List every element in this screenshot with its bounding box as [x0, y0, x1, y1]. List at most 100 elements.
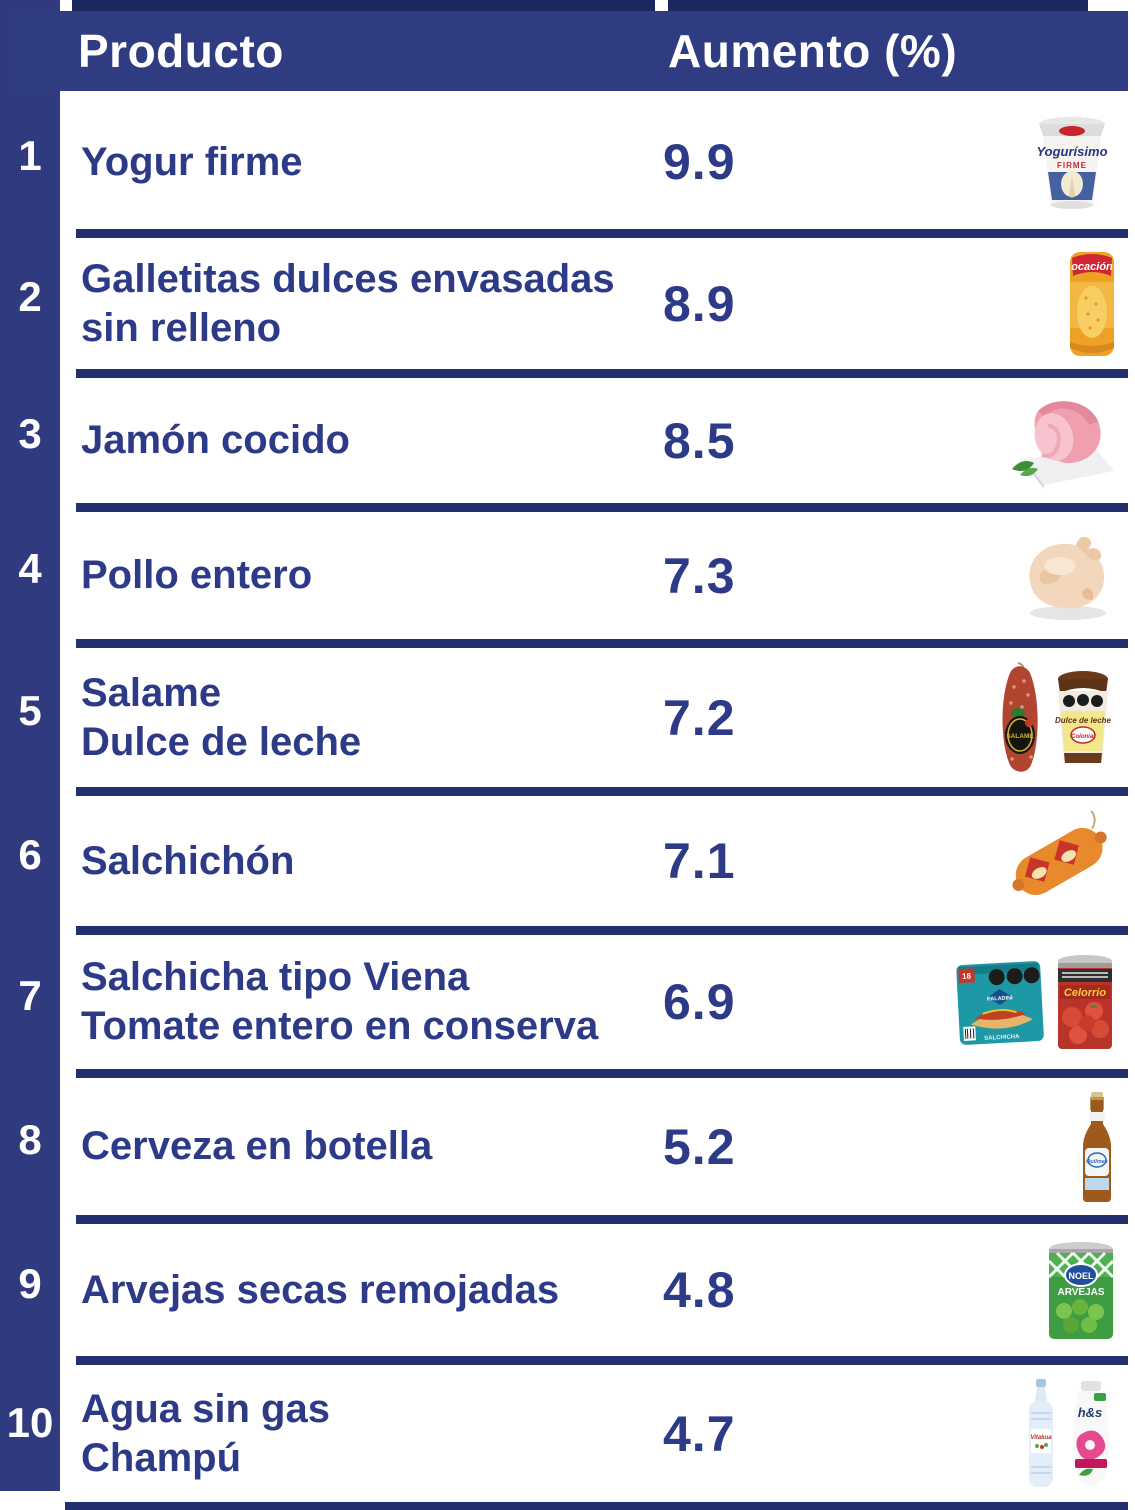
product-images: Quilmes	[1078, 1078, 1116, 1215]
increase-value: 4.7	[663, 1405, 736, 1462]
tomato-can-image: Celorrio	[1058, 955, 1112, 1049]
rank-number: 2	[18, 273, 42, 320]
product-images: ocación	[1068, 238, 1116, 369]
product-name-line: Yogur firme	[81, 139, 303, 184]
product-name-cell: Cerveza en botella	[81, 1078, 666, 1215]
product-name-cell: Salame Dulce de leche	[81, 648, 666, 787]
rank-sidebar: 1 2 3 4 5 6 7 8 9 10	[0, 0, 60, 1491]
product-name-cell: Galletitas dulces envasadas sin relleno	[81, 238, 666, 369]
rank-number: 7	[18, 971, 42, 1019]
product-name-cell: Pollo entero	[81, 512, 666, 639]
product-name-cell: Arvejas secas remojadas	[81, 1224, 666, 1356]
rank-number: 3	[18, 410, 42, 457]
bottom-border-bar	[65, 1502, 1128, 1510]
svg-text:ARVEJAS: ARVEJAS	[1057, 1287, 1104, 1298]
svg-text:h&s: h&s	[1078, 1405, 1103, 1420]
product-name-line: Salchicha tipo Viena	[81, 955, 470, 999]
yogurt-cup-image: Yogurísimo FIRME	[1036, 117, 1108, 209]
product-images	[1016, 512, 1116, 639]
svg-text:Vitakua: Vitakua	[1030, 1435, 1052, 1441]
salchichon-roll-image	[1012, 811, 1107, 895]
vienna-sausage-pack-image: 18 PALADINI SALCHICHA	[956, 961, 1044, 1045]
increase-value: 7.3	[663, 547, 736, 604]
product-images: Yogurísimo FIRME	[1028, 95, 1116, 229]
product-name-cell: Agua sin gas Champú	[81, 1365, 666, 1502]
table-header-band	[8, 11, 1128, 91]
product-name-line: Pollo entero	[81, 553, 313, 597]
increase-value: 7.2	[663, 689, 736, 746]
product-name-line: Salchichón	[81, 838, 295, 883]
product-name-line: Tomate entero en conserva	[81, 1004, 599, 1048]
svg-text:FIRME: FIRME	[1057, 161, 1087, 170]
header-producto: Producto	[78, 25, 284, 77]
table-row: Yogur firme 9.9 Yogurísimo FIRME	[76, 95, 1128, 238]
water-bottle-image: Vitakua	[1029, 1378, 1053, 1487]
product-name-line: Jamón cocido	[81, 418, 350, 462]
svg-text:ocación: ocación	[1071, 261, 1113, 273]
increase-value: 9.9	[663, 134, 736, 190]
table-row: Arvejas secas remojadas 4.8 NOEL ARVEJAS	[76, 1224, 1128, 1365]
svg-text:Quilmes: Quilmes	[1086, 1159, 1108, 1165]
shampoo-bottle-image: h&s	[1073, 1380, 1109, 1485]
product-name-line: Arvejas secas remojadas	[81, 1267, 560, 1312]
product-name-line: Cerveza en botella	[81, 1124, 433, 1168]
increase-value: 8.9	[663, 275, 736, 332]
product-images: 18 PALADINI SALCHICHA	[954, 935, 1116, 1069]
rank-number: 10	[6, 1398, 54, 1446]
increase-value: 6.9	[663, 974, 736, 1030]
increase-value: 8.5	[663, 412, 736, 469]
product-name-line: Dulce de leche	[81, 719, 362, 764]
product-name-cell: Salchicha tipo Viena Tomate entero en co…	[81, 935, 666, 1069]
svg-text:Yogurísimo: Yogurísimo	[1036, 144, 1107, 159]
svg-text:SALCHICHA: SALCHICHA	[984, 1034, 1020, 1042]
rank-number: 6	[18, 830, 42, 878]
svg-text:NOEL: NOEL	[1068, 1271, 1094, 1281]
product-images	[1004, 378, 1116, 503]
ham-image	[1012, 400, 1114, 489]
rank-number: 8	[18, 1116, 42, 1163]
peas-can-image: NOEL ARVEJAS	[1047, 1242, 1115, 1339]
header-top-border-product	[72, 0, 655, 11]
increase-value: 7.1	[663, 833, 736, 889]
rank-number: 9	[18, 1259, 42, 1307]
svg-text:Dulce de leche: Dulce de leche	[1055, 716, 1112, 725]
increase-value: 4.8	[663, 1262, 736, 1318]
table-row: Salchichón 7.1	[76, 796, 1128, 935]
product-name-line: Galletitas dulces envasadas	[81, 256, 615, 301]
table-row: Cerveza en botella 5.2 Quilmes	[76, 1078, 1128, 1224]
table-row: Galletitas dulces envasadas sin relleno …	[76, 238, 1128, 378]
svg-text:SALAME: SALAME	[1006, 733, 1034, 740]
table-row: Jamón cocido 8.5	[76, 378, 1128, 512]
header-aumento: Aumento (%)	[668, 25, 958, 77]
cookies-pack-image: ocación	[1070, 251, 1114, 356]
dulce-de-leche-cup-image: Dulce de leche Colonial	[1055, 670, 1112, 763]
increase-value: 5.2	[663, 1118, 736, 1175]
svg-text:Colonial: Colonial	[1071, 734, 1095, 740]
beer-bottle-image: Quilmes	[1083, 1091, 1111, 1202]
table-row: Salchicha tipo Viena Tomate entero en co…	[76, 935, 1128, 1078]
product-images: SALAME Dulce de leche Colonial	[998, 648, 1116, 787]
salami-image: SALAME	[1002, 661, 1038, 772]
product-name-line: Agua sin gas	[81, 1386, 330, 1431]
rank-number: 5	[18, 687, 42, 734]
product-name-line: sin relleno	[81, 305, 282, 350]
product-name-line: Champú	[81, 1435, 241, 1480]
product-name-cell: Jamón cocido	[81, 378, 666, 503]
table-row: Pollo entero 7.3	[76, 512, 1128, 648]
header-top-border-increase	[668, 0, 1088, 11]
product-name-cell: Salchichón	[81, 796, 666, 926]
svg-text:Celorrio: Celorrio	[1064, 987, 1106, 999]
table-row: Salame Dulce de leche 7.2 SALAME	[76, 648, 1128, 796]
svg-text:PALADINI: PALADINI	[987, 995, 1013, 1002]
rank-number: 1	[18, 131, 42, 179]
svg-text:18: 18	[962, 971, 972, 980]
product-name-line: Salame	[81, 670, 222, 715]
product-images	[1004, 796, 1116, 926]
product-images: NOEL ARVEJAS	[1046, 1224, 1116, 1356]
product-name-cell: Yogur firme	[81, 95, 666, 229]
rank-number: 4	[18, 545, 42, 592]
whole-chicken-image	[1029, 536, 1106, 620]
product-images: Vitakua h&s	[1024, 1365, 1116, 1502]
price-increase-table: Yogur firme 9.9 Yogurísimo FIRME Galleti…	[76, 95, 1128, 1502]
table-row: Agua sin gas Champú 4.7 Vitakua h&s	[76, 1365, 1128, 1502]
